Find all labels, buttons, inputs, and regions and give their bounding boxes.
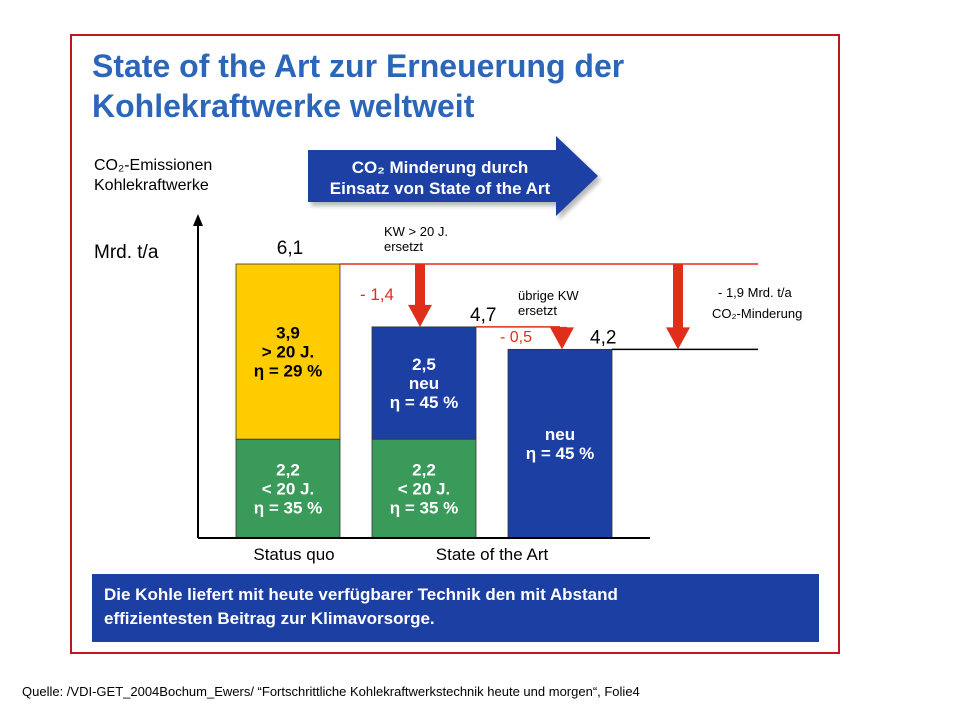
slide-title: State of the Art zur Erneuerung der Kohl… <box>92 46 812 126</box>
reduction-banner-arrow <box>308 136 598 216</box>
category-label-state-of-the-art: State of the Art <box>436 545 549 564</box>
category-label-status-quo: Status quo <box>253 545 334 564</box>
bars-layer <box>235 263 613 539</box>
bar-1-segment-1-label: η = 35 % <box>254 499 323 518</box>
bar-2-segment-2 <box>371 326 477 440</box>
source-note: Quelle: /VDI-GET_2004Bochum_Ewers/ “Fort… <box>22 684 640 699</box>
bar-3-total-label: 4,2 <box>590 327 616 348</box>
reduction-total-label-line-1: - 1,9 Mrd. t/a <box>718 285 792 300</box>
reduction-2-label: - 0,5 <box>500 329 532 346</box>
bar-1-segment-2-label: 3,9 <box>276 324 300 343</box>
unit-label: Mrd. t/a <box>94 242 159 263</box>
bar-2-segment-2-label: neu <box>409 374 439 393</box>
bar-3-segment-1-label: η = 45 % <box>526 444 595 463</box>
reduction-total-label-line-2: CO₂-Minderung <box>712 306 802 321</box>
bar-1-total-label: 6,1 <box>277 238 303 259</box>
reduction-1-note-line-1: KW > 20 J. <box>384 224 448 239</box>
bar-1-segment-2-label: η = 29 % <box>254 362 323 381</box>
bar-1-segment-1 <box>235 438 341 539</box>
bar-1-segment-2 <box>235 263 341 440</box>
marks-layer: 2,2< 20 J.η = 35 %3,9> 20 J.η = 29 %2,2<… <box>193 214 802 564</box>
bar-2-segment-2-label: 2,5 <box>412 355 436 374</box>
reduction-2-note-line-1: übrige KW <box>518 288 579 303</box>
title-line-1: State of the Art zur Erneuerung der <box>92 48 625 84</box>
bar-1-segment-2-label: > 20 J. <box>262 343 314 362</box>
bar-2-segment-1-label: < 20 J. <box>398 480 450 499</box>
bar-3-segment-1 <box>507 348 613 539</box>
banner-arrow-line-2: Einsatz von State of the Art <box>330 179 551 198</box>
bar-1-segment-1-label: < 20 J. <box>262 480 314 499</box>
bar-2-segment-1-label: 2,2 <box>412 461 436 480</box>
reduction-total-arrow <box>666 264 690 350</box>
ylabel-line-2: Kohlekraftwerke <box>94 177 209 194</box>
banner-arrow-line-1: CO₂ Minderung durch <box>352 158 529 177</box>
reduction-2-arrow <box>550 326 574 350</box>
bottom-banner <box>92 574 819 642</box>
reduction-1-note-line-2: ersetzt <box>384 239 423 254</box>
bar-2-segment-1-label: η = 35 % <box>390 499 459 518</box>
bar-2-total-label: 4,7 <box>470 305 496 326</box>
bar-2-segment-2-label: η = 45 % <box>390 393 459 412</box>
bottom-banner-line-1: Die Kohle liefert mit heute verfügbarer … <box>104 585 618 604</box>
reduction-1-arrow <box>408 264 432 327</box>
bottom-banner-line-2: effizientesten Beitrag zur Klimavorsorge… <box>104 609 435 628</box>
bar-3-segment-1-label: neu <box>545 425 575 444</box>
bar-1-segment-1-label: 2,2 <box>276 461 300 480</box>
y-axis-arrowhead <box>193 214 203 226</box>
title-line-2: Kohlekraftwerke weltweit <box>92 88 475 124</box>
reduction-2-note-line-2: ersetzt <box>518 303 557 318</box>
reduction-1-label: - 1,4 <box>360 285 394 304</box>
ylabel-line-1: CO₂-Emissionen <box>94 157 212 174</box>
